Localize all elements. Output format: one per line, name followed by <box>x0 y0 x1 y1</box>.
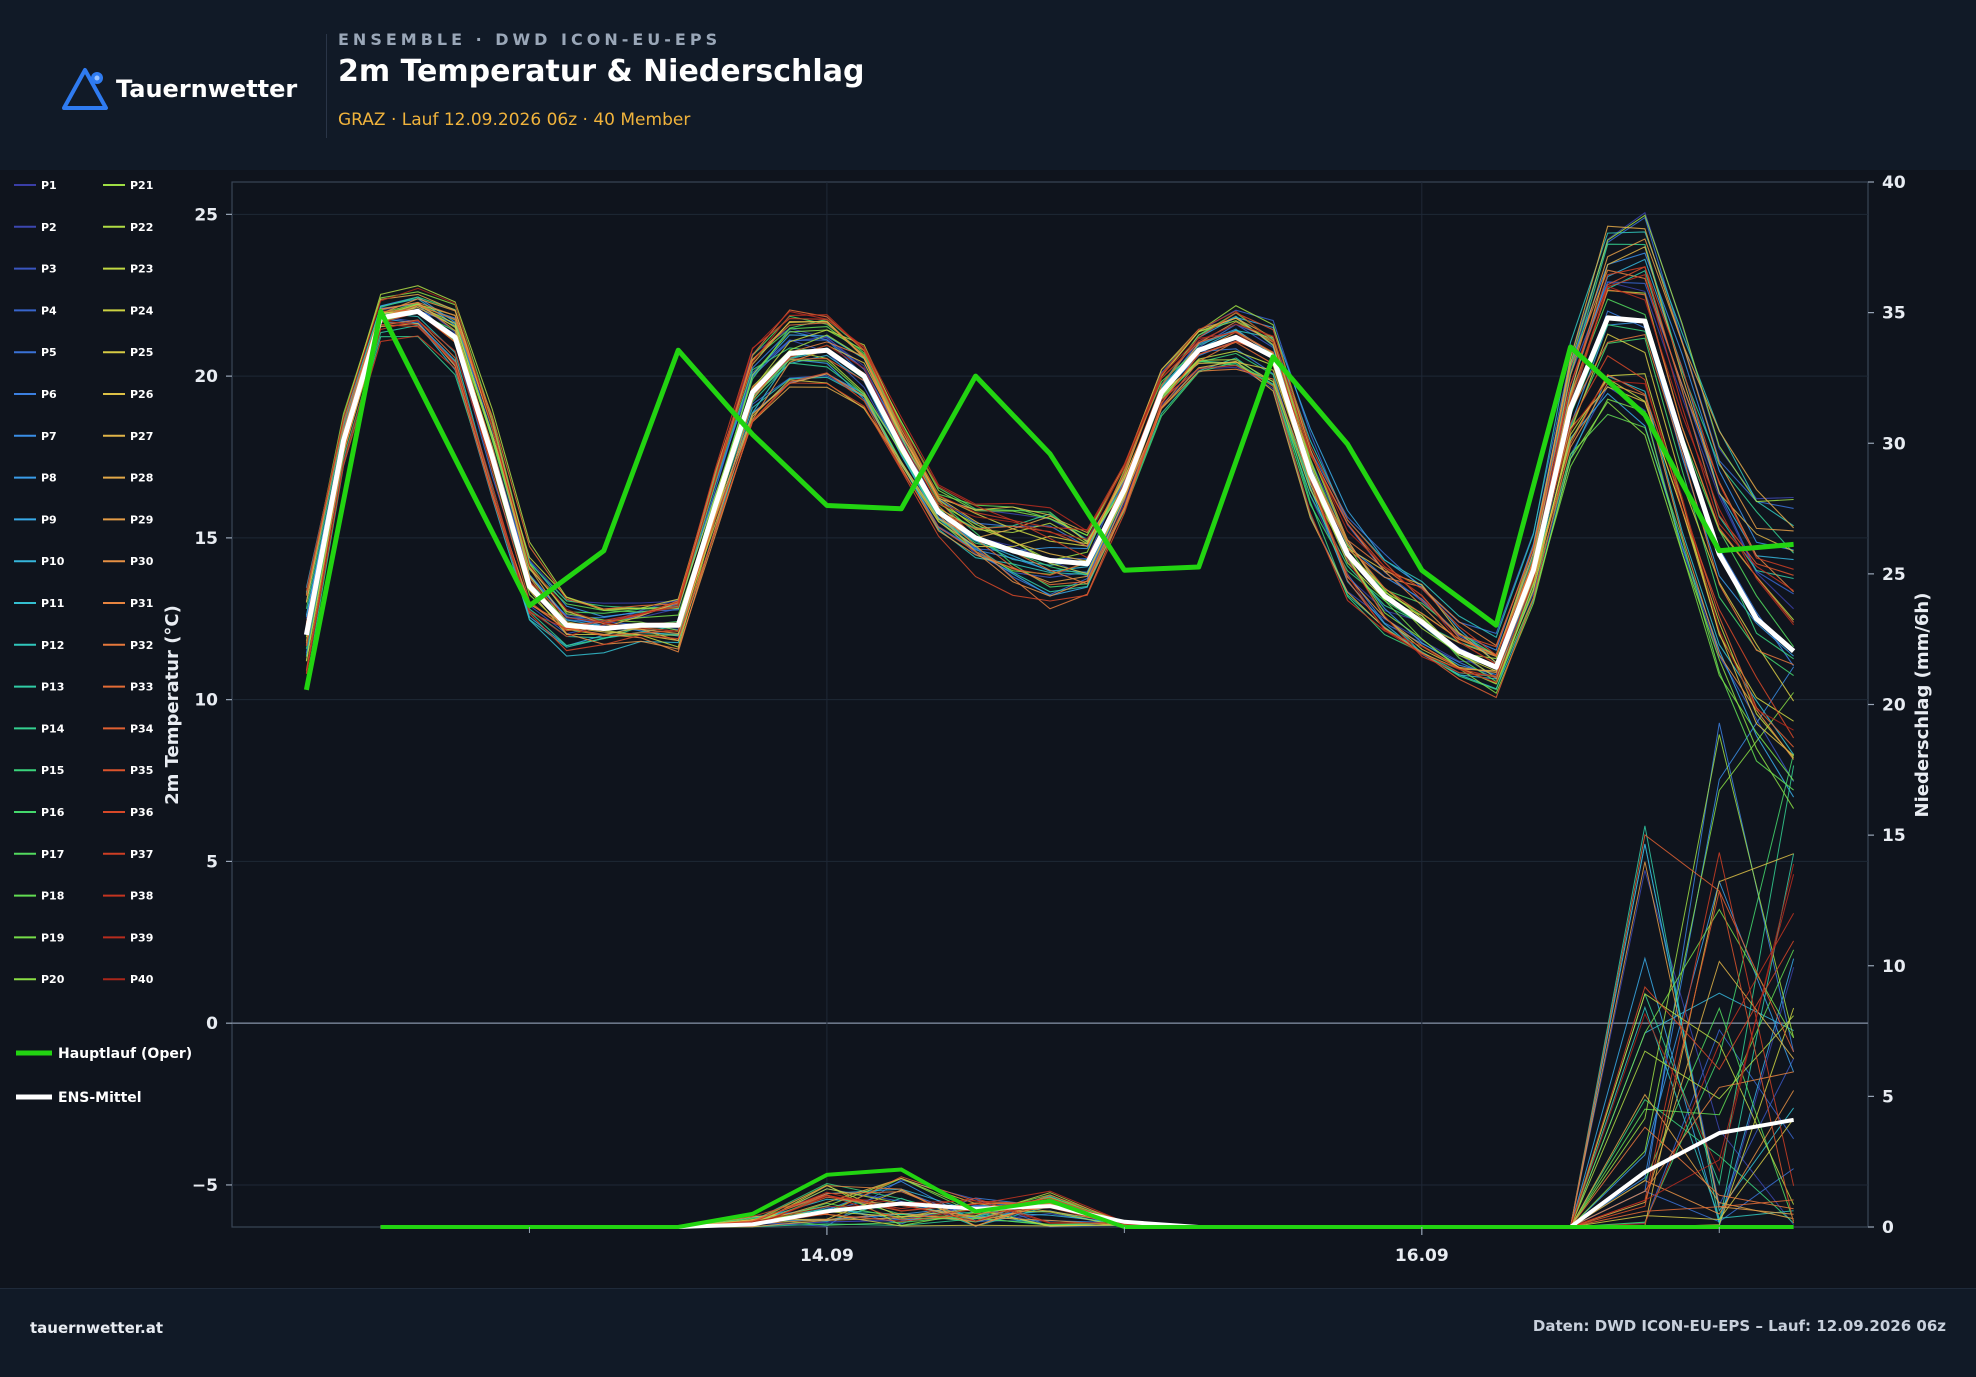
legend-member-label: P15 <box>41 764 64 777</box>
legend-member-label: P12 <box>41 639 64 652</box>
y2-tick-label: 15 <box>1882 826 1906 846</box>
legend-member-label: P28 <box>130 472 153 485</box>
legend-member-label: P7 <box>41 430 57 443</box>
member-temp-line <box>305 305 1794 722</box>
page-subtitle: GRAZ · Lauf 12.09.2026 06z · 40 Member <box>338 110 691 130</box>
ensemble-chart: −5 0 5 10 15 20 25 0 5 10 15 20 25 30 35 40 14.09 16.09 P… <box>14 173 1933 1266</box>
legend-member-label: P37 <box>130 848 153 861</box>
x-tick-label: 16.09 <box>1395 1246 1449 1266</box>
y-tick-label: 0 <box>206 1014 218 1034</box>
y-tick-label: 25 <box>194 205 218 225</box>
y-tick-label: 10 <box>194 691 218 711</box>
legend-member-label: P5 <box>41 346 57 359</box>
legend-member-label: P40 <box>130 973 154 986</box>
legend-member-label: P23 <box>130 263 153 276</box>
legend-label: ENS-Mittel <box>58 1090 142 1106</box>
legend-member-label: P22 <box>130 221 153 234</box>
y2-axis-label: Niederschlag (mm/6h) <box>1912 593 1933 818</box>
legend-member-label: P26 <box>130 388 154 401</box>
y2-tick-label: 5 <box>1882 1087 1894 1107</box>
legend-label: Hauptlauf (Oper) <box>58 1046 192 1062</box>
brand-name: Tauernwetter <box>116 75 298 103</box>
legend-member-label: P30 <box>130 555 154 568</box>
legend-member-label: P20 <box>41 973 65 986</box>
member-temp-line <box>305 238 1794 674</box>
legend-member-label: P19 <box>41 931 64 944</box>
legend-member-label: P8 <box>41 472 57 485</box>
legend-member-label: P29 <box>130 513 153 526</box>
oper-precip-line <box>380 1167 1794 1229</box>
header: Tauernwetter ENSEMBLE · DWD ICON-EU-EPS … <box>0 0 1976 170</box>
y2-tick-label: 0 <box>1882 1218 1894 1238</box>
legend-member-label: P11 <box>41 597 64 610</box>
legend-member-label: P9 <box>41 513 57 526</box>
legend-member-label: P4 <box>41 304 57 317</box>
legend-member-label: P10 <box>41 555 65 568</box>
mountain-triangle-icon <box>62 68 108 110</box>
legend-member-label: P13 <box>41 681 64 694</box>
legend-member-label: P34 <box>130 722 154 735</box>
legend-member-label: P33 <box>130 681 153 694</box>
x-tick-label: 14.09 <box>800 1246 854 1266</box>
y2-tick-label: 25 <box>1882 565 1906 585</box>
legend-member-label: P38 <box>130 890 153 903</box>
y2-tick-label: 20 <box>1882 696 1906 716</box>
y-tick-label: 15 <box>194 529 218 549</box>
legend-member-label: P35 <box>130 764 153 777</box>
legend-member-label: P21 <box>130 179 153 192</box>
oper-temp-line <box>303 308 1794 691</box>
legend-member-label: P16 <box>41 806 65 819</box>
legend-member-label: P32 <box>130 639 153 652</box>
legend-member-label: P31 <box>130 597 153 610</box>
y2-tick-label: 40 <box>1882 173 1906 193</box>
footer-data-source: Daten: DWD ICON-EU-EPS – Lauf: 12.09.202… <box>1532 1317 1946 1335</box>
legend-member-label: P17 <box>41 848 64 861</box>
brand-logo[interactable]: Tauernwetter <box>60 66 297 112</box>
y2-tick-label: 30 <box>1882 434 1906 454</box>
y2-tick-label: 35 <box>1882 304 1906 324</box>
legend-member-label: P6 <box>41 388 57 401</box>
legend-member-label: P1 <box>41 179 57 192</box>
legend-member-label: P2 <box>41 221 57 234</box>
plot-area <box>231 181 1869 1228</box>
y-tick-label: 20 <box>194 367 218 387</box>
y2-tick-label: 10 <box>1882 957 1906 977</box>
page-kicker: ENSEMBLE · DWD ICON-EU-EPS <box>338 30 722 49</box>
legend-member-label: P24 <box>130 304 154 317</box>
member-temp-line <box>305 302 1795 760</box>
footer-site-link[interactable]: tauernwetter.at <box>30 1319 164 1337</box>
mean-temp-line <box>303 308 1796 670</box>
member-temp-line <box>305 309 1795 748</box>
header-divider <box>326 34 327 138</box>
legend-member-label: P3 <box>41 263 57 276</box>
y-axis-label: 2m Temperatur (°C) <box>162 605 183 805</box>
legend-member-label: P36 <box>130 806 154 819</box>
legend-member-label: P39 <box>130 931 153 944</box>
legend-member-label: P18 <box>41 890 64 903</box>
y-tick-label: −5 <box>192 1176 218 1196</box>
legend-member-label: P14 <box>41 722 65 735</box>
y-tick-label: 5 <box>206 852 218 872</box>
footer: tauernwetter.at Daten: DWD ICON-EU-EPS –… <box>0 1288 1976 1377</box>
page-title: 2m Temperatur & Niederschlag <box>338 54 865 89</box>
legend-member-label: P25 <box>130 346 153 359</box>
legend-member-label: P27 <box>130 430 153 443</box>
